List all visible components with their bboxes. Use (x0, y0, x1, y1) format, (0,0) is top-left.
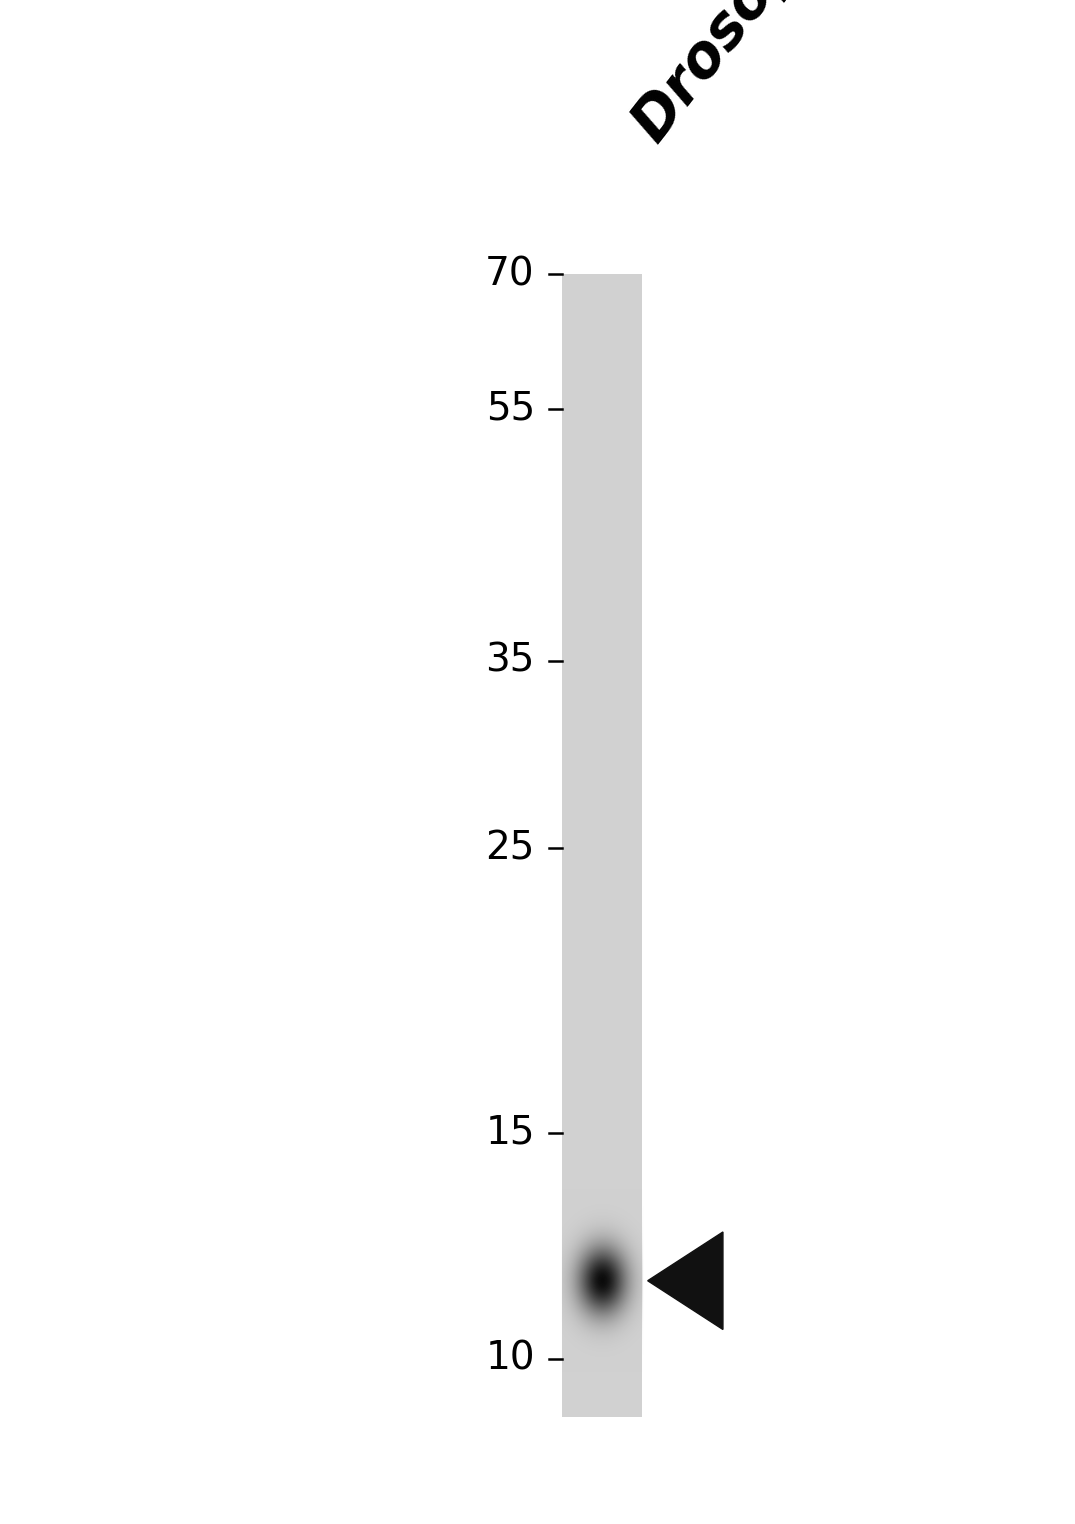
Text: 35: 35 (486, 642, 535, 680)
Text: 25: 25 (486, 829, 535, 867)
Text: Drosophila: Drosophila (621, 0, 885, 152)
Text: 15: 15 (485, 1114, 535, 1152)
Text: 70: 70 (485, 256, 535, 293)
Polygon shape (647, 1231, 722, 1329)
Text: 55: 55 (486, 390, 535, 428)
FancyBboxPatch shape (562, 274, 643, 1417)
Text: 10: 10 (485, 1340, 535, 1378)
